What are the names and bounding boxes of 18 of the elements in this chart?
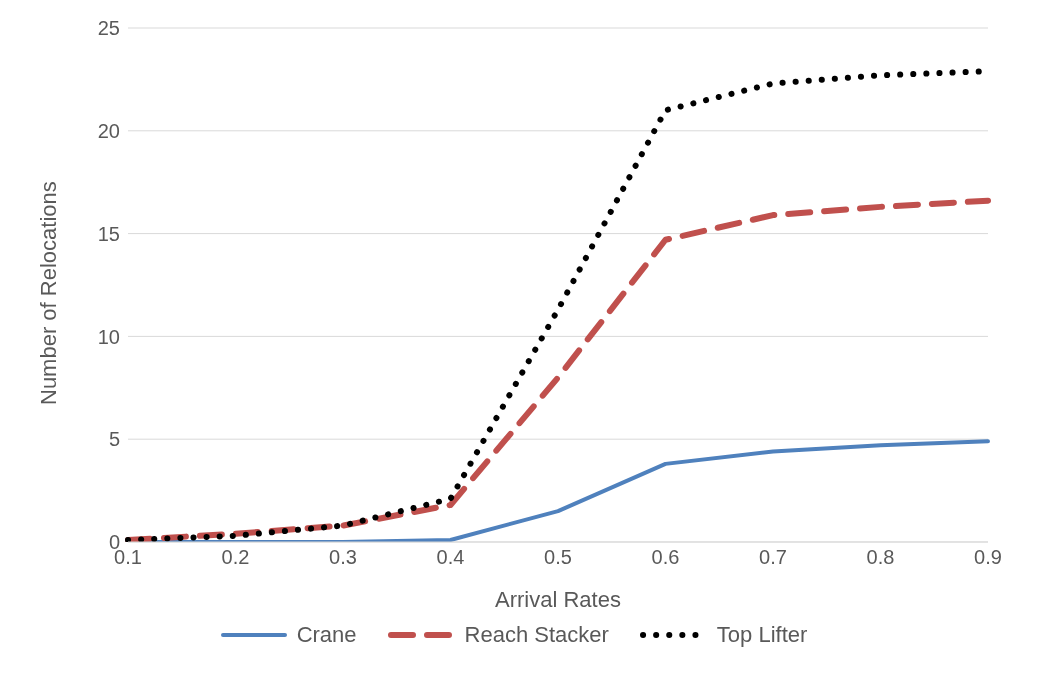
legend-label: Top Lifter (716, 622, 808, 648)
y-tick-label: 25 (97, 17, 120, 40)
legend-label: Crane (296, 622, 357, 648)
x-tick-label: 0.2 (221, 546, 250, 569)
legend-label: Reach Stacker (464, 622, 609, 648)
x-tick-label: 0.5 (544, 546, 572, 569)
x-tick-label: 0.7 (759, 546, 787, 569)
y-tick-label: 20 (97, 119, 120, 142)
x-axis-title: Arrival Rates (495, 587, 621, 612)
x-tick-label: 0.4 (436, 546, 465, 569)
y-axis-title: Number of Relocations (35, 181, 61, 405)
x-tick-label: 0.8 (866, 546, 895, 569)
y-tick-label: 10 (97, 325, 120, 348)
x-tick-label: 0.6 (651, 546, 680, 569)
x-tick-label: 0.9 (974, 546, 1002, 569)
x-tick-label: 0.3 (329, 546, 357, 569)
y-tick-label: 5 (108, 428, 120, 451)
y-tick-label: 15 (97, 222, 120, 245)
